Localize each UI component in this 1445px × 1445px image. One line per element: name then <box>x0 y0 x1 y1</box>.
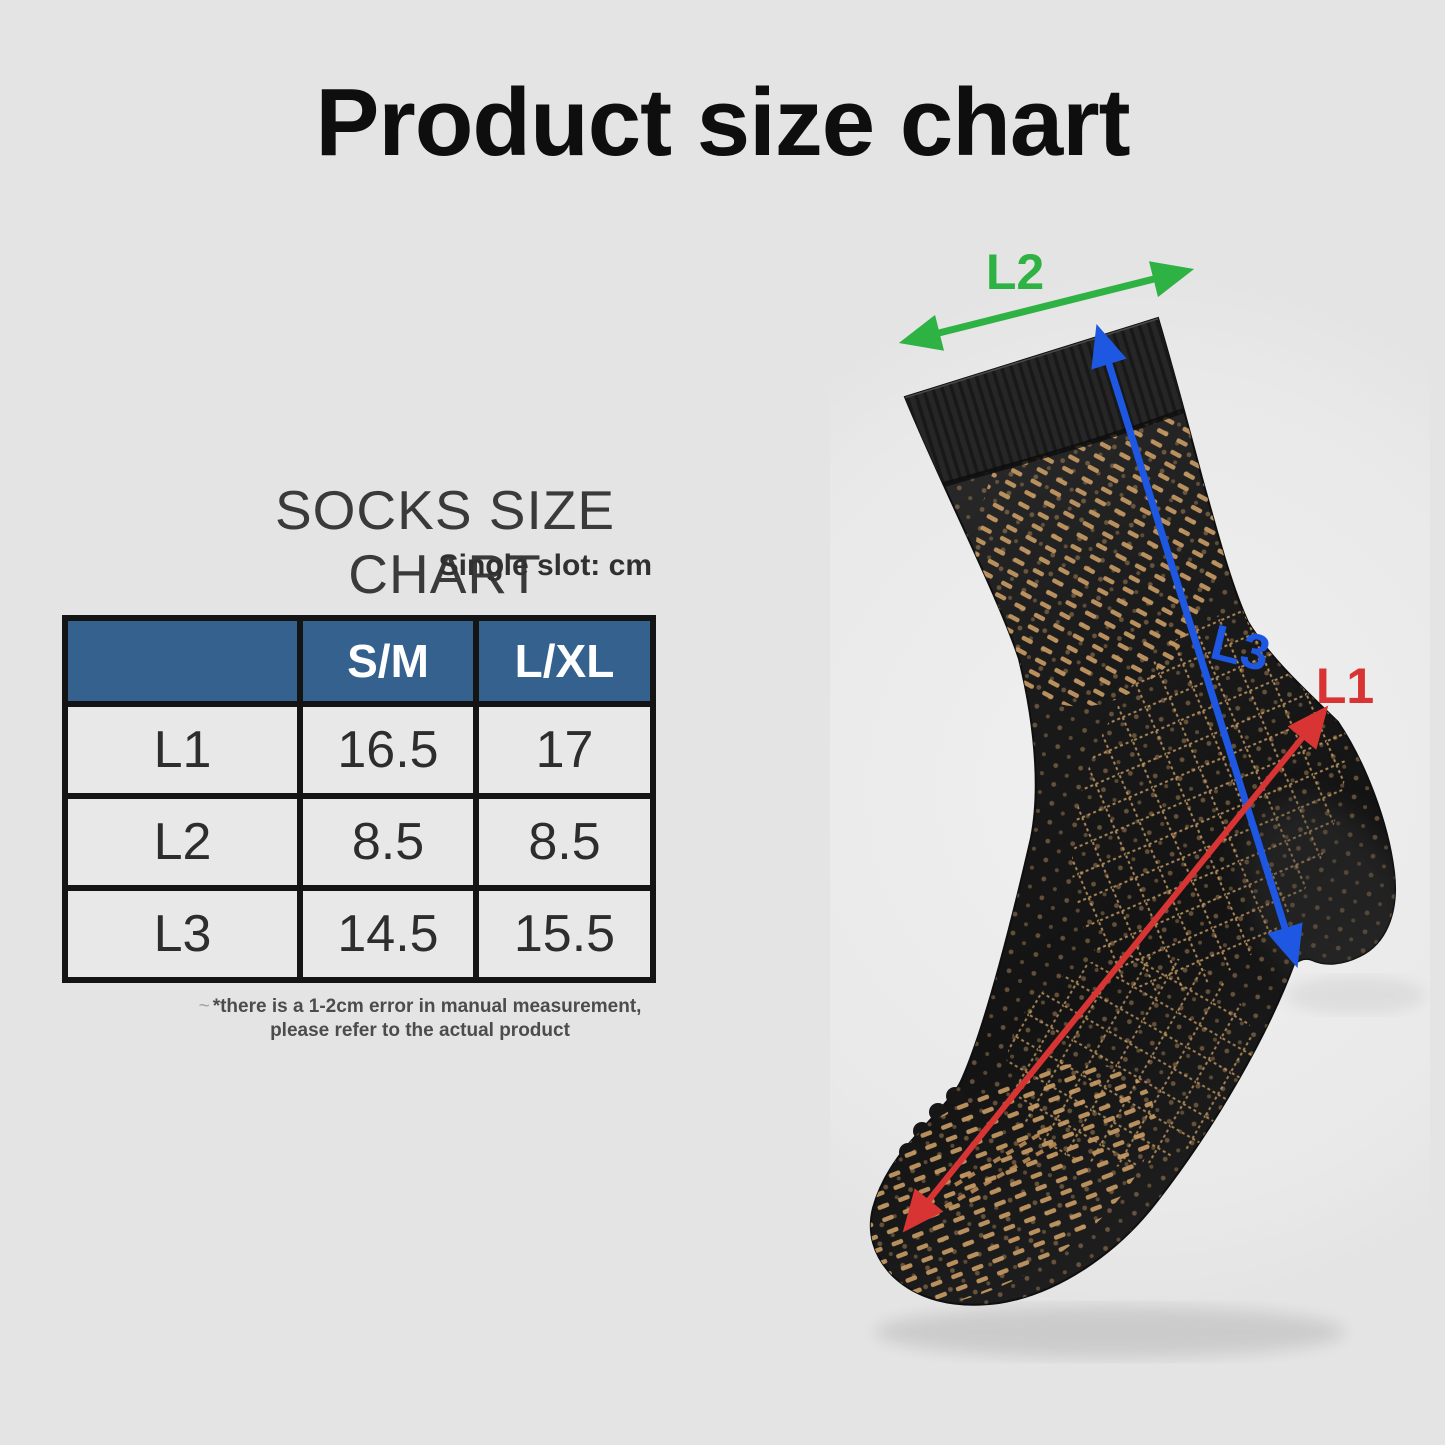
l2-label: L2 <box>986 244 1044 300</box>
table-row-l1: L1 16.5 17 <box>62 701 656 799</box>
header-row: S/M L/XL <box>62 615 656 707</box>
cell-value: 8.5 <box>473 793 656 891</box>
l1-measure-arrow <box>902 705 1329 1233</box>
l3-label: L3 <box>1205 614 1275 682</box>
l1-label: L1 <box>1316 658 1374 714</box>
size-chart-heading: SOCKS SIZE CHART <box>274 479 616 605</box>
row-label: L3 <box>62 885 303 983</box>
row-label: L1 <box>62 701 303 799</box>
floor-shadow <box>875 1306 1345 1358</box>
footnote-text: *there is a 1-2cm error in manual measur… <box>212 996 642 1041</box>
footnote-smudge: ~ <box>198 996 210 1017</box>
cell-value: 16.5 <box>297 701 479 799</box>
unit-note: Single slot: cm <box>438 549 652 582</box>
size-chart-table: S/M L/XL L1 16.5 17 L2 8.5 8.5 L3 14.5 1… <box>62 615 656 983</box>
table-row-l3: L3 14.5 15.5 <box>62 885 656 983</box>
corner-cell <box>62 615 303 707</box>
row-label: L2 <box>62 793 303 891</box>
cell-value: 15.5 <box>473 885 656 983</box>
col-header-sm: S/M <box>297 615 479 707</box>
sock-measurement-diagram: L2 L3 L1 <box>830 225 1430 1385</box>
table-row-l2: L2 8.5 8.5 <box>62 793 656 891</box>
measurement-footnote: ~ *there is a 1-2cm error in manual measu… <box>175 995 665 1043</box>
cell-value: 8.5 <box>297 793 479 891</box>
cell-value: 17 <box>473 701 656 799</box>
page-title: Product size chart <box>315 69 1130 176</box>
l2-measure-arrow <box>898 261 1195 351</box>
col-header-lxl: L/XL <box>473 615 656 707</box>
heel-shadow <box>1285 977 1425 1013</box>
cell-value: 14.5 <box>297 885 479 983</box>
